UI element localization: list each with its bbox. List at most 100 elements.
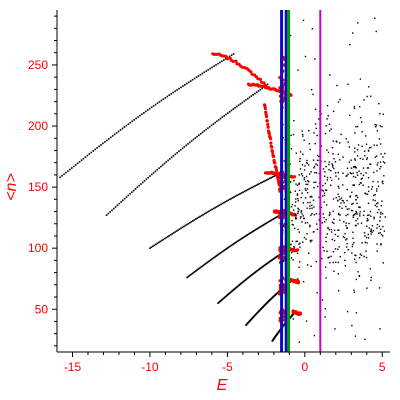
black-point [273, 217, 275, 220]
scatter-point [368, 214, 370, 216]
scatter-point [364, 338, 366, 341]
black-point [238, 284, 240, 287]
scatter-point [353, 291, 356, 293]
black-point [161, 164, 164, 166]
scatter-point [373, 216, 375, 218]
black-point [69, 168, 71, 171]
scatter-point [365, 135, 367, 137]
scatter-point [295, 216, 297, 219]
black-point [125, 196, 128, 198]
black-point [122, 199, 124, 202]
black-point [244, 279, 247, 281]
scatter-point [295, 198, 297, 200]
black-point [226, 294, 228, 297]
scatter-point [331, 238, 334, 241]
black-point [150, 106, 153, 109]
black-point [223, 296, 226, 299]
black-point [272, 258, 275, 260]
y-tick-label: 50 [35, 302, 49, 316]
scatter-point [355, 278, 358, 281]
black-point [264, 179, 267, 182]
scatter-point [355, 254, 357, 257]
scatter-point [300, 173, 303, 175]
scatter-point [310, 88, 313, 91]
scatter-point [289, 34, 292, 37]
black-point [245, 99, 247, 101]
scatter-point [356, 155, 359, 157]
scatter-point [312, 93, 314, 96]
scatter-point [315, 127, 317, 130]
scatter-point [356, 218, 359, 220]
scatter-point [307, 180, 309, 182]
scatter-point [299, 168, 302, 170]
scatter-point [378, 102, 380, 105]
black-point [192, 220, 194, 222]
red-point [275, 171, 279, 175]
black-point [226, 200, 228, 202]
scatter-point [353, 107, 356, 110]
scatter-point [309, 224, 311, 227]
scatter-point [303, 169, 306, 171]
x-tick-label: -10 [141, 360, 159, 374]
scatter-point [314, 58, 316, 60]
scatter-point [327, 227, 330, 229]
scatter-point [316, 228, 319, 230]
scatter-point [366, 220, 368, 222]
black-point [257, 227, 260, 229]
scatter-point [351, 203, 353, 205]
scatter-point [359, 78, 362, 80]
scatter-point [354, 165, 357, 168]
black-point [216, 254, 218, 257]
scatter-point [358, 170, 360, 172]
black-point [233, 196, 236, 198]
scatter-point [376, 130, 379, 132]
scatter-point [377, 181, 379, 183]
scatter-point [344, 259, 346, 262]
black-point [218, 300, 221, 303]
scatter-point [351, 191, 353, 193]
scatter-point [365, 236, 368, 239]
scatter-point [298, 231, 300, 233]
black-point [218, 301, 220, 304]
black-point [149, 247, 151, 249]
black-point [175, 230, 178, 232]
scatter-point [351, 252, 353, 254]
scatter-point [379, 161, 382, 163]
black-point [136, 186, 139, 189]
scatter-point [290, 134, 292, 137]
black-point [267, 178, 270, 180]
black-point [254, 271, 257, 273]
scatter-point [339, 198, 341, 201]
black-point [252, 185, 255, 188]
black-point [186, 223, 188, 226]
black-point [239, 192, 241, 195]
black-point [219, 252, 222, 254]
black-point [207, 69, 210, 71]
black-point [255, 184, 258, 187]
scatter-point [345, 214, 347, 217]
black-point [230, 54, 233, 56]
scatter-point [298, 243, 300, 245]
scatter-point [310, 171, 312, 173]
scatter-point [359, 117, 362, 119]
black-point [163, 162, 166, 165]
scatter-point [348, 146, 351, 148]
scatter-point [310, 241, 312, 243]
red-point [270, 150, 275, 154]
scatter-point [312, 231, 315, 233]
scatter-point [315, 212, 318, 215]
black-point [217, 62, 219, 65]
black-point [260, 225, 263, 227]
black-point [210, 258, 213, 261]
scatter-point [311, 28, 314, 30]
black-point [182, 85, 184, 87]
black-point [250, 274, 252, 277]
scatter-point [296, 184, 299, 187]
scatter-point [368, 147, 371, 149]
black-point [250, 95, 253, 97]
scatter-point [347, 213, 349, 216]
red-point [295, 248, 300, 252]
black-point [221, 202, 224, 205]
black-point [206, 261, 208, 264]
scatter-point [354, 212, 357, 215]
